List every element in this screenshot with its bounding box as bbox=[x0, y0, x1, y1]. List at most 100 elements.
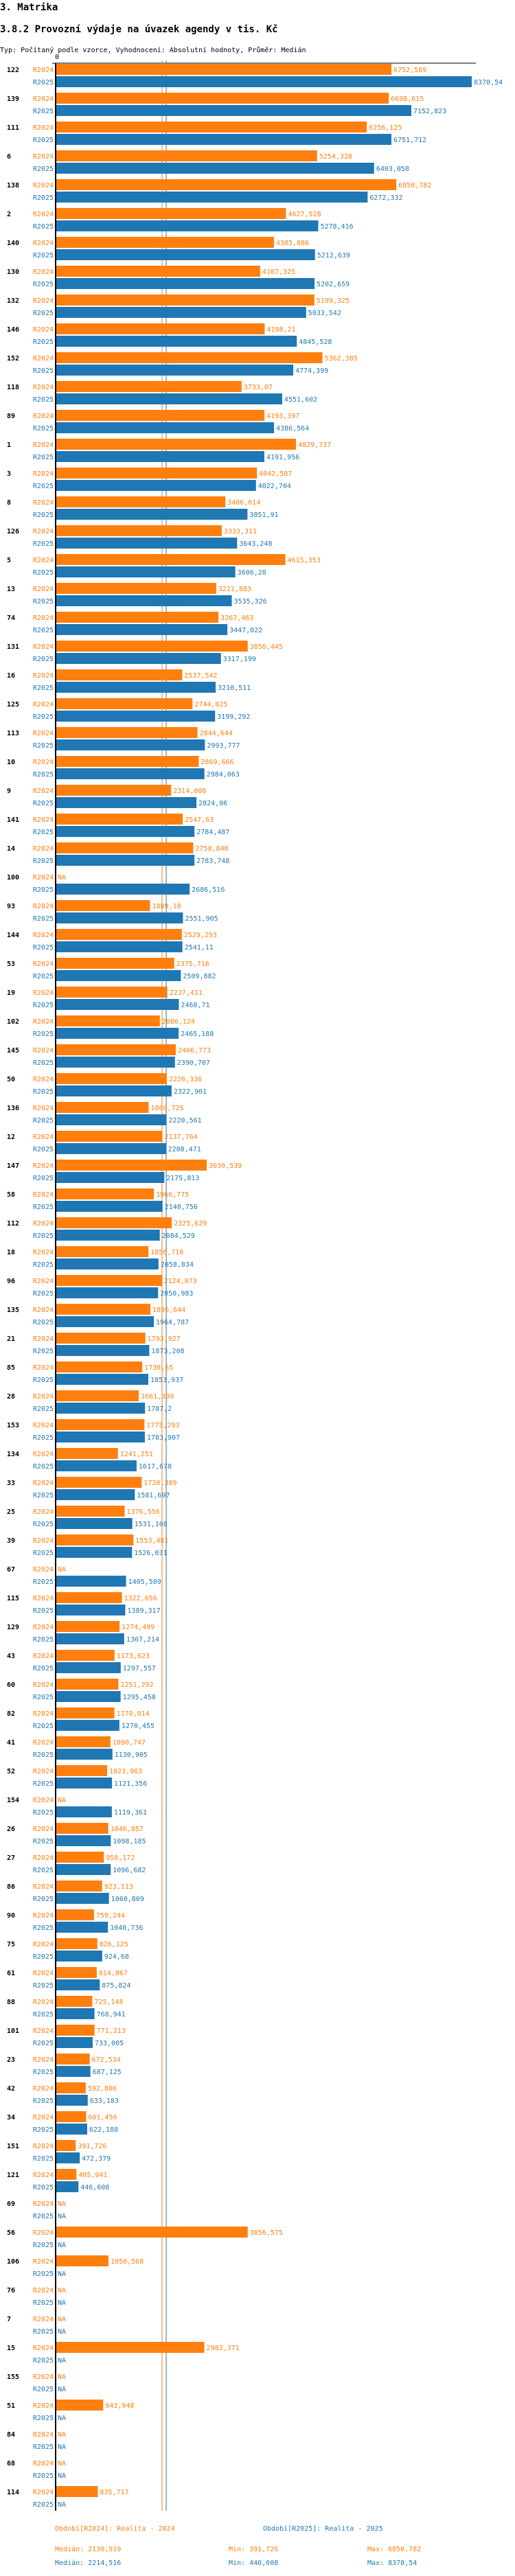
bar-r2024 bbox=[56, 900, 150, 911]
bar-r2025 bbox=[56, 1028, 179, 1039]
series-label: R2024 bbox=[33, 1393, 54, 1401]
series-label: R2025 bbox=[33, 223, 54, 231]
value-label: 4022,704 bbox=[258, 483, 291, 490]
category-label: 1 bbox=[7, 441, 11, 449]
bar-r2025 bbox=[56, 1057, 175, 1068]
bar-r2025 bbox=[56, 1518, 133, 1529]
value-label: 3606,28 bbox=[238, 569, 266, 577]
bar-r2024 bbox=[56, 2111, 87, 2122]
bar-r2025 bbox=[56, 826, 195, 837]
value-label: 759,244 bbox=[96, 1912, 125, 1920]
series-label: R2025 bbox=[33, 2155, 54, 2163]
series-label: R2025 bbox=[33, 1896, 54, 1903]
bar-r2024 bbox=[56, 1246, 149, 1257]
category-label: 126 bbox=[7, 528, 19, 536]
series-label: R2025 bbox=[33, 915, 54, 923]
value-label: 3267,463 bbox=[220, 614, 253, 622]
series-label: R2025 bbox=[33, 1723, 54, 1730]
bar-r2025 bbox=[56, 220, 319, 231]
category-label: 135 bbox=[7, 1307, 19, 1314]
series-label: R2025 bbox=[33, 944, 54, 952]
series-label: R2024 bbox=[33, 2200, 54, 2208]
category-label: 121 bbox=[7, 2172, 19, 2179]
bar-r2024 bbox=[56, 842, 194, 853]
bar-r2025 bbox=[56, 2095, 88, 2106]
value-label: 1090,747 bbox=[113, 1739, 146, 1747]
series-label: R2025 bbox=[33, 2472, 54, 2480]
value-label: 1553,481 bbox=[135, 1537, 168, 1545]
category-label: 9 bbox=[7, 787, 11, 795]
series-label: R2025 bbox=[33, 1953, 54, 1961]
value-label: 2314,008 bbox=[173, 787, 206, 795]
x-tick-label: 0 bbox=[55, 54, 59, 61]
bar-r2024 bbox=[56, 439, 297, 450]
bar-r2024 bbox=[56, 496, 226, 507]
bar-r2024 bbox=[56, 179, 397, 190]
value-label: 958,172 bbox=[106, 1854, 135, 1862]
series-label: R2024 bbox=[33, 355, 54, 363]
bar-r2024 bbox=[56, 122, 367, 133]
value-label: 2086,124 bbox=[162, 1018, 195, 1026]
bar-r2025 bbox=[56, 1864, 111, 1875]
category-label: 74 bbox=[7, 614, 15, 622]
series-label: R2025 bbox=[33, 2443, 54, 2451]
series-label: R2024 bbox=[33, 557, 54, 564]
value-label: 924,68 bbox=[104, 1953, 129, 1961]
value-label: 1040,736 bbox=[110, 1924, 143, 1932]
category-label: 58 bbox=[7, 1191, 15, 1199]
category-label: 28 bbox=[7, 1393, 15, 1401]
value-label: 2084,529 bbox=[162, 1232, 195, 1240]
bar-r2025 bbox=[56, 1287, 159, 1298]
value-label: 2844,644 bbox=[200, 730, 233, 737]
value-label: 1119,361 bbox=[114, 1809, 147, 1817]
value-label: 1170,014 bbox=[117, 1710, 150, 1718]
series-label: R2024 bbox=[33, 1278, 54, 1285]
series-label: R2025 bbox=[33, 1377, 54, 1384]
value-label: 1787,2 bbox=[147, 1405, 172, 1413]
na-label: NA bbox=[58, 2242, 66, 2249]
category-label: 154 bbox=[7, 1797, 19, 1804]
bar-r2025 bbox=[56, 249, 315, 260]
bar-r2024 bbox=[56, 1736, 111, 1747]
value-label: 1241,251 bbox=[120, 1451, 153, 1458]
series-label: R2024 bbox=[33, 1047, 54, 1055]
na-label: NA bbox=[58, 1797, 66, 1804]
bar-r2025 bbox=[56, 105, 411, 116]
series-label: R2024 bbox=[33, 701, 54, 709]
series-label: R2025 bbox=[33, 79, 54, 87]
bar-r2025 bbox=[56, 1749, 113, 1760]
series-label: R2024 bbox=[33, 182, 54, 189]
category-label: 76 bbox=[7, 2287, 15, 2295]
bar-r2025 bbox=[56, 999, 179, 1010]
bar-r2024 bbox=[56, 295, 314, 306]
value-label: 1889,18 bbox=[152, 903, 181, 910]
series-label: R2024 bbox=[33, 2373, 54, 2381]
bar-r2025 bbox=[56, 1085, 172, 1096]
bar-r2025 bbox=[56, 970, 181, 981]
value-label: 687,125 bbox=[93, 2069, 122, 2076]
category-label: 19 bbox=[7, 989, 15, 997]
series-label: R2025 bbox=[33, 1204, 54, 1211]
category-label: 42 bbox=[7, 2085, 15, 2093]
series-label: R2024 bbox=[33, 153, 54, 161]
bar-r2024 bbox=[56, 554, 286, 565]
value-label: 5254,328 bbox=[319, 153, 352, 161]
value-label: 3733,07 bbox=[244, 384, 273, 391]
value-label: 405,941 bbox=[78, 2172, 107, 2179]
stat-max-r2024: Max: 6850,782 bbox=[367, 2546, 422, 2553]
series-label: R2024 bbox=[33, 1508, 54, 1516]
series-label: R2024 bbox=[33, 759, 54, 766]
series-label: R2025 bbox=[33, 194, 54, 202]
category-label: 132 bbox=[7, 297, 19, 305]
category-label: 82 bbox=[7, 1710, 15, 1718]
value-label: 1367,214 bbox=[126, 1636, 159, 1644]
value-label: 2537,542 bbox=[184, 672, 217, 680]
category-label: 112 bbox=[7, 1220, 19, 1228]
category-label: 106 bbox=[7, 2258, 19, 2266]
bar-r2024 bbox=[56, 1938, 98, 1949]
series-label: R2024 bbox=[33, 1537, 54, 1545]
stat-median-r2024: Medián: 2130,919 bbox=[55, 2546, 122, 2553]
series-label: R2025 bbox=[33, 483, 54, 490]
value-label: 5033,542 bbox=[308, 310, 341, 317]
bar-r2024 bbox=[56, 1419, 145, 1430]
